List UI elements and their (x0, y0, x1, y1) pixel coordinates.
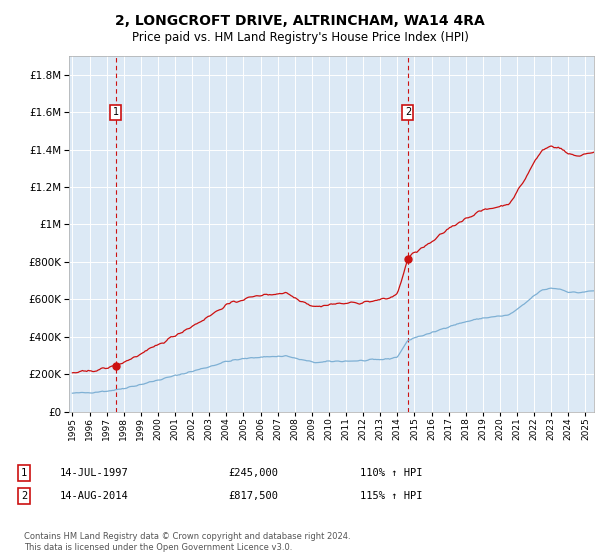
Text: Contains HM Land Registry data © Crown copyright and database right 2024.
This d: Contains HM Land Registry data © Crown c… (24, 532, 350, 552)
Text: 115% ↑ HPI: 115% ↑ HPI (360, 491, 422, 501)
Text: 2: 2 (21, 491, 27, 501)
Text: Price paid vs. HM Land Registry's House Price Index (HPI): Price paid vs. HM Land Registry's House … (131, 31, 469, 44)
Text: £245,000: £245,000 (228, 468, 278, 478)
Text: 2, LONGCROFT DRIVE, ALTRINCHAM, WA14 4RA: 2, LONGCROFT DRIVE, ALTRINCHAM, WA14 4RA (115, 14, 485, 28)
Text: 1: 1 (113, 107, 119, 117)
Text: 14-AUG-2014: 14-AUG-2014 (60, 491, 129, 501)
Text: £817,500: £817,500 (228, 491, 278, 501)
Text: 2: 2 (405, 107, 411, 117)
Text: 110% ↑ HPI: 110% ↑ HPI (360, 468, 422, 478)
Text: 14-JUL-1997: 14-JUL-1997 (60, 468, 129, 478)
Text: 1: 1 (21, 468, 27, 478)
